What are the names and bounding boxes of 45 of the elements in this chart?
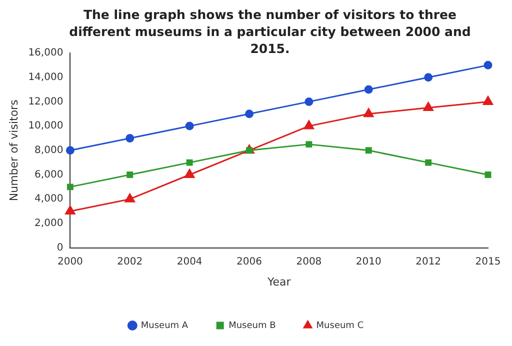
legend-label: Museum B	[228, 320, 276, 331]
y-tick-label: 16,000	[28, 48, 64, 59]
point	[65, 206, 76, 215]
y-axis-title: Number of visitors	[7, 99, 20, 202]
x-tick-label: 2008	[296, 256, 322, 268]
x-tick-label: 2012	[416, 256, 442, 268]
point	[364, 85, 373, 94]
point	[126, 134, 134, 142]
point	[186, 159, 193, 166]
point	[304, 120, 314, 130]
x-tick-label: 2000	[57, 256, 83, 268]
point	[184, 169, 195, 178]
point	[484, 172, 492, 178]
legend-label: Museum A	[140, 320, 189, 331]
point	[364, 108, 374, 118]
chart-title: The line graph shows the number of visitors to three different museums in a particular city between 2000 and 2015.	[69, 7, 471, 56]
y-tick-label: 0	[56, 242, 64, 254]
point	[66, 146, 74, 155]
legend-label: Museum C	[316, 320, 364, 331]
point	[425, 159, 432, 166]
point	[423, 102, 434, 112]
point	[245, 110, 254, 118]
point	[424, 73, 433, 82]
point	[482, 96, 494, 105]
y-tick-label: 14,000	[28, 72, 64, 83]
x-tick-label: 2006	[236, 256, 262, 268]
point	[304, 97, 314, 106]
point	[124, 193, 135, 202]
point	[66, 184, 74, 190]
y-tick-label: 10,000	[28, 120, 64, 132]
point	[126, 172, 134, 178]
x-tick-label: 2002	[117, 256, 143, 268]
x-tick-label: 2010	[356, 256, 382, 268]
x-axis-title: Year	[266, 275, 292, 288]
x-tick-label: 2015	[475, 256, 501, 268]
y-tick-label: 8,000	[34, 144, 64, 156]
y-tick-label: 12,000	[28, 96, 64, 108]
point	[365, 147, 372, 154]
point	[306, 141, 312, 148]
point	[484, 60, 492, 70]
x-tick-label: 2004	[176, 256, 202, 268]
point	[185, 122, 194, 130]
y-tick-label: 6,000	[34, 169, 64, 180]
y-tick-label: 4,000	[34, 194, 64, 205]
y-tick-label: 2,000	[34, 218, 64, 230]
